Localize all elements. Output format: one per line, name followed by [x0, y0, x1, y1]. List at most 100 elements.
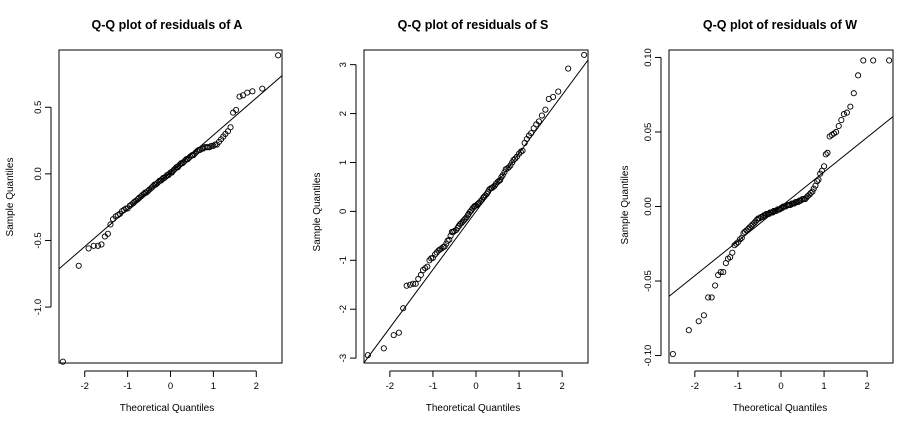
data-point — [201, 144, 208, 151]
data-point — [233, 106, 240, 113]
x-tick-label: 0 — [778, 381, 783, 392]
qq-reference-line — [364, 59, 588, 363]
data-point — [565, 65, 572, 72]
data-point — [364, 352, 371, 359]
data-point — [797, 197, 804, 204]
y-tick-label: -2 — [338, 305, 349, 313]
x-axis-label: Theoretical Quantiles — [120, 403, 215, 414]
data-point — [843, 109, 850, 116]
data-point — [581, 51, 588, 58]
data-point — [395, 329, 402, 336]
data-point — [705, 294, 712, 301]
data-point — [187, 153, 194, 160]
data-point — [390, 332, 397, 339]
data-point — [833, 128, 840, 136]
data-point — [446, 236, 453, 243]
data-point — [850, 90, 857, 97]
data-point — [417, 271, 424, 279]
data-point — [206, 144, 213, 151]
data-point — [424, 263, 431, 270]
plot-frame — [363, 49, 589, 364]
data-point — [528, 130, 535, 137]
data-point — [519, 147, 526, 154]
data-point — [512, 155, 519, 162]
data-point — [497, 177, 504, 184]
data-point — [204, 144, 211, 151]
data-point — [236, 93, 243, 100]
y-tick-label: 0.5 — [33, 101, 44, 114]
data-point — [239, 92, 247, 99]
y-tick-label: -1.0 — [33, 299, 44, 315]
data-point — [535, 118, 542, 125]
y-tick-label: -1 — [338, 256, 349, 264]
data-point — [729, 249, 736, 256]
chart-title: Q-Q plot of residuals of S — [398, 18, 549, 32]
x-tick-label: 2 — [865, 381, 870, 392]
x-axis-label: Theoretical Quantiles — [733, 403, 828, 414]
y-tick-label: 0.00 — [643, 197, 654, 216]
data-point — [737, 236, 744, 243]
plot-frame — [58, 49, 283, 364]
data-point — [104, 230, 111, 237]
data-point — [432, 251, 439, 258]
y-tick-label: -0.5 — [33, 232, 44, 248]
chart-title: Q-Q plot of residuals of A — [92, 18, 243, 32]
data-point — [59, 358, 66, 365]
x-tick-label: -1 — [123, 381, 131, 392]
data-point — [538, 112, 545, 119]
y-tick-label: 1 — [338, 160, 349, 165]
data-point — [412, 280, 419, 287]
y-tick-label: 0.0 — [33, 167, 44, 180]
y-tick-label: 2 — [338, 111, 349, 116]
y-tick-label: 0.10 — [643, 48, 654, 66]
data-point — [855, 72, 862, 79]
x-tick-label: 2 — [254, 381, 259, 392]
data-point — [435, 247, 442, 254]
data-point — [817, 170, 824, 177]
data-point — [741, 228, 748, 235]
x-tick-label: -2 — [81, 381, 89, 392]
data-point — [717, 269, 724, 276]
data-point — [685, 327, 692, 334]
data-point — [438, 245, 445, 252]
data-point — [400, 305, 407, 312]
y-axis-label: Sample Quantiles — [620, 166, 631, 245]
data-point — [838, 117, 845, 124]
data-point — [824, 149, 831, 156]
data-point — [227, 124, 234, 131]
x-axis-label: Theoretical Quantiles — [426, 403, 521, 414]
data-point — [756, 215, 763, 222]
y-tick-label: 3 — [338, 62, 349, 67]
y-tick-label: 0 — [338, 209, 349, 214]
x-tick-label: 1 — [516, 381, 521, 392]
data-point — [550, 93, 557, 100]
x-tick-label: -2 — [386, 381, 394, 392]
data-point — [407, 281, 414, 288]
data-point — [197, 146, 204, 153]
data-point — [121, 206, 128, 213]
data-point — [712, 282, 719, 289]
data-point — [555, 88, 562, 95]
data-point — [542, 106, 549, 113]
data-point — [720, 269, 727, 276]
y-tick-label: 0.05 — [643, 123, 654, 142]
qq-panel-a: Q-Q plot of residuals of A Theoretical Q… — [5, 18, 283, 414]
data-point — [733, 240, 740, 247]
data-point — [516, 150, 523, 157]
x-tick-label: 1 — [211, 381, 216, 392]
x-tick-label: -1 — [429, 381, 437, 392]
data-point — [708, 294, 715, 301]
data-point — [499, 172, 506, 179]
y-tick-label: -3 — [338, 354, 349, 362]
data-point — [259, 85, 266, 92]
data-point — [695, 318, 702, 325]
data-point — [208, 142, 215, 149]
data-point — [98, 241, 105, 248]
data-point — [835, 122, 842, 130]
y-axis-label: Sample Quantiles — [312, 173, 323, 252]
data-point — [822, 151, 829, 158]
data-point — [194, 148, 201, 155]
data-point — [821, 163, 828, 170]
data-point — [249, 88, 256, 95]
